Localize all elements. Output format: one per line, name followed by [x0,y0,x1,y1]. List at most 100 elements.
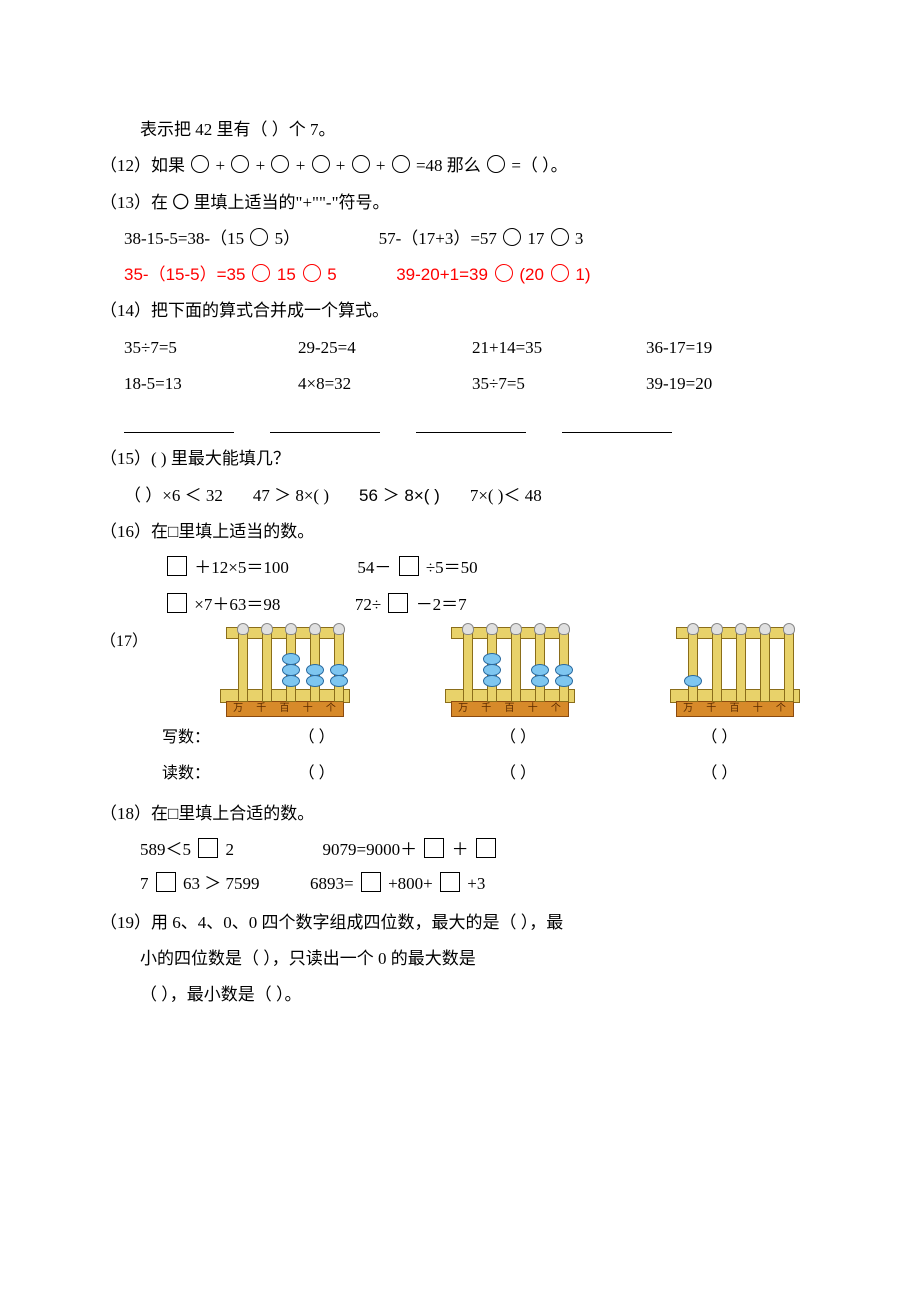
circle-icon [250,228,268,246]
rod-knob [759,623,771,635]
q13-line2: 35-（15-5）=35 15 5 39-20+1=39 (20 1) [100,259,820,291]
equation-cell: 35÷7=5 [472,368,646,400]
q16-r1b-pre: 54－ [357,558,391,577]
blank-line [562,414,672,433]
plus-sign: + [211,156,229,175]
q13-head: （13）在 〇 里填上适当的"+""-"符号。 [100,187,820,219]
q16-row1: ＋12×5＝100 54－ ÷5＝50 [100,552,820,584]
write-label: 写数： [100,723,216,753]
rod-label: 千 [700,702,723,716]
q16-r2b-post: －2＝7 [416,595,467,614]
rod-label: 千 [475,702,498,716]
circle-icon [503,228,521,246]
q18-l2b-pre: 6893= [310,874,354,893]
circle-icon [312,155,330,173]
abacus-bead [684,675,702,687]
q14-head: （14）把下面的算式合并成一个算式。 [100,295,820,327]
abacus-rod [712,628,722,702]
q13-l1b-post: 3 [575,229,584,248]
circle-icon [271,155,289,173]
q13-l2b-pre: 39-20+1=39 [396,265,492,284]
box-icon [476,838,496,858]
plus-sign: + [332,156,350,175]
rod-label: 个 [770,702,793,716]
box-icon [399,556,419,576]
equation-cell: 35÷7=5 [124,332,298,364]
rod-knob [333,623,345,635]
plus-sign: + [291,156,309,175]
abacus-bead [483,653,501,665]
q18-l2a-mid: 63 ＞ 7599 [183,874,260,893]
rod-label: 十 [297,702,320,716]
abacus-rod [784,628,794,702]
rod-label: 万 [677,702,700,716]
q14-answer-slots [100,414,820,433]
abacus-bead [483,675,501,687]
circle-icon [352,155,370,173]
rod-label: 十 [522,702,545,716]
q11-text: 表示把 42 里有（ ）个 7。 [100,114,820,146]
rod-label: 个 [545,702,568,716]
abacus-cell: 万千百十个 [660,627,810,717]
q15-head: （15）( ) 里最大能填几？ [100,443,820,475]
box-icon [388,593,408,613]
abacus-bead [306,664,324,676]
q13-l2b-mid: (20 [519,265,548,284]
q17-head: （17） [100,627,210,717]
circle-icon [551,264,569,282]
q14-row: 18-5=134×8=3235÷7=539-19=20 [124,368,820,400]
abacus-cell: 万千百十个 [210,627,360,717]
q12-suffix: =（ ）。 [511,156,567,175]
equation-cell: 29-25=4 [298,332,472,364]
q17-write-row: 写数： （ ） （ ） （ ） [100,723,820,753]
q18-body: 589＜5 2 9079=9000＋ ＋ 7 63 ＞ 7599 6893= +… [100,834,820,901]
q12-middle: =48 那么 [416,156,485,175]
box-icon [440,872,460,892]
q16-r1a: ＋12×5＝100 [194,558,289,577]
q14-row: 35÷7=529-25=421+14=3536-17=19 [124,332,820,364]
q18-l1a-post: 2 [226,840,235,859]
rod-knob [534,623,546,635]
plus-sign: + [372,156,390,175]
abacus-bead [531,664,549,676]
rod-label: 百 [498,702,521,716]
q18-l2a-pre: 7 [140,874,149,893]
q15-items: （ ）×6 ＜ 3247 ＞ 8×( )56 ＞ 8×( )7×( )＜ 48 [100,480,820,512]
rod-label: 千 [250,702,273,716]
abacus-rod [334,628,344,702]
read-label: 读数： [100,759,216,789]
abacus-rod [559,628,569,702]
abacus-rod [487,628,497,702]
abacus-bead [282,664,300,676]
rod-knob [510,623,522,635]
abacus-bead [282,653,300,665]
abacus: 万千百十个 [220,627,350,717]
paren-slot: （ ） [417,723,618,753]
q13-line1: 38-15-5=38-（15 5） 57-（17+3）=57 17 3 [100,223,820,255]
box-icon [424,838,444,858]
abacus-bead [483,664,501,676]
abacus-bead [282,675,300,687]
q18-l1b-mid: ＋ [452,840,469,859]
abacus-rod [511,628,521,702]
rod-label: 十 [747,702,770,716]
abacus-rod [286,628,296,702]
q13-l2a-pre: 35-（15-5）=35 [124,265,250,284]
rod-knob [687,623,699,635]
q18-l1a-pre: 589＜5 [140,840,191,859]
q12: （12）如果 + + + + + =48 那么 =（ ）。 [100,150,820,182]
q13-l2a-post: 5 [327,265,336,284]
rod-label: 百 [273,702,296,716]
box-icon [156,872,176,892]
q17-read-row: 读数： （ ） （ ） （ ） [100,759,820,789]
q13-l1a-pre: 38-15-5=38-（15 [124,229,244,248]
abacus: 万千百十个 [445,627,575,717]
circle-icon [551,228,569,246]
equation-cell: 18-5=13 [124,368,298,400]
q14-grid: 35÷7=529-25=421+14=3536-17=19 18-5=134×8=… [100,332,820,401]
equation-cell: 4×8=32 [298,368,472,400]
rod-label: 个 [320,702,343,716]
rod-knob [735,623,747,635]
abacus-wrap: 万千百十个万千百十个万千百十个 [210,627,820,717]
q17-abacus-row: （17） 万千百十个万千百十个万千百十个 [100,627,820,717]
